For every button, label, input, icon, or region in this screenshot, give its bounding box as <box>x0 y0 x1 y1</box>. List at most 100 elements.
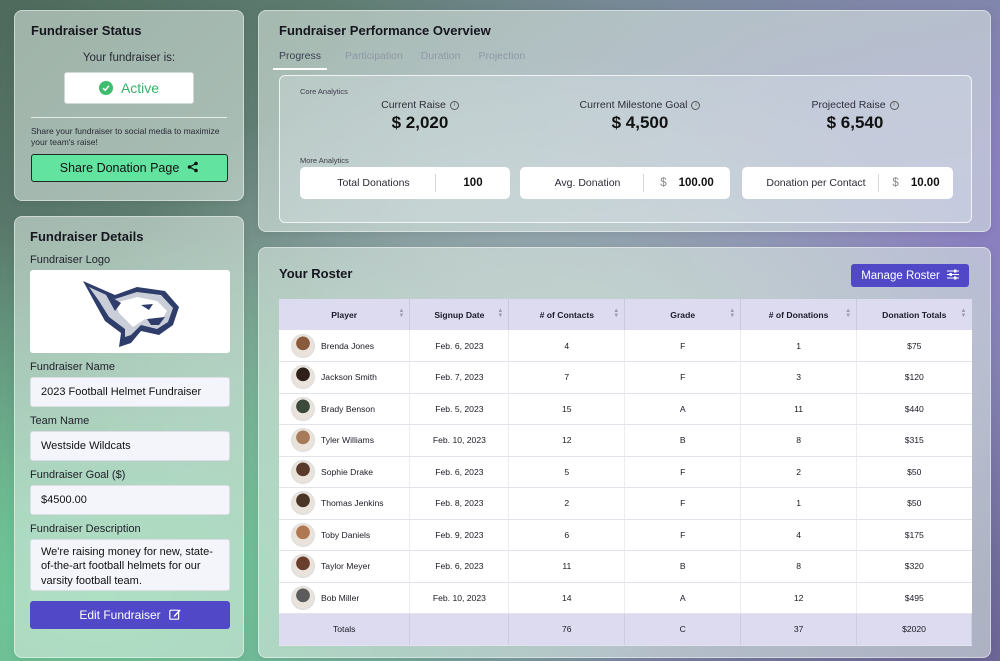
total-donations-box: Total Donations 100 <box>300 167 510 199</box>
fundraiser-logo[interactable] <box>30 270 230 353</box>
status-indicator: Active <box>64 72 194 104</box>
donations-cell: 8 <box>740 550 858 583</box>
sort-icon: ▲ ▼ <box>960 308 967 319</box>
grade-cell: F <box>624 456 742 488</box>
grade-cell: B <box>624 424 742 457</box>
table-row[interactable]: Taylor Meyer Feb. 6, 2023 11 B 8 $320 <box>279 550 972 583</box>
manage-roster-button[interactable]: Manage Roster <box>851 264 969 287</box>
core-analytics-label: Core Analytics <box>300 87 348 96</box>
contacts-cell: 4 <box>508 330 626 362</box>
contacts-cell: 14 <box>508 582 626 614</box>
fundraiser-goal-field[interactable]: $4500.00 <box>30 485 230 515</box>
table-row[interactable]: Brenda Jones Feb. 6, 2023 4 F 1 $75 <box>279 330 972 362</box>
fundraiser-description-field[interactable]: We're raising money for new, state-of-th… <box>30 539 230 591</box>
mini-value: $ 100.00 <box>644 177 730 189</box>
info-icon[interactable]: i <box>691 100 701 110</box>
mini-label: Donation per Contact <box>766 177 866 189</box>
signup-date-cell: Feb. 10, 2023 <box>409 582 510 614</box>
column-header-donation-totals[interactable]: Donation Totals ▲ ▼ <box>856 299 972 330</box>
contacts-cell: 12 <box>508 424 626 457</box>
donation-total-cell: $120 <box>856 361 972 394</box>
signup-date-cell: Feb. 8, 2023 <box>409 487 510 520</box>
table-row[interactable]: Bob Miller Feb. 10, 2023 14 A 12 $495 <box>279 582 972 614</box>
status-card-title: Fundraiser Status <box>31 23 142 38</box>
currency-symbol: $ <box>892 177 899 189</box>
mini-value-number: 100.00 <box>678 177 714 189</box>
donations-cell: 1 <box>740 487 858 520</box>
table-row[interactable]: Thomas Jenkins Feb. 8, 2023 2 F 1 $50 <box>279 487 972 520</box>
status-value: Active <box>120 80 160 96</box>
avatar <box>291 459 315 484</box>
donation-total-cell: $175 <box>856 519 972 551</box>
totals-date-cell <box>409 613 510 646</box>
name-label: Fundraiser Name <box>30 361 115 373</box>
share-donation-page-button[interactable]: Share Donation Page <box>31 154 228 183</box>
avatar <box>291 428 315 453</box>
goal-label: Fundraiser Goal ($) <box>30 469 126 481</box>
table-row[interactable]: Sophie Drake Feb. 6, 2023 5 F 2 $50 <box>279 456 972 488</box>
totals-amount-cell: $2020 <box>856 613 972 646</box>
sort-icon: ▲ ▼ <box>613 308 620 319</box>
player-cell: Brenda Jones <box>279 330 411 362</box>
roster-card: Your Roster Manage Roster Player ▲ ▼ Signu… <box>258 247 991 658</box>
column-header-contacts[interactable]: # of Contacts ▲ ▼ <box>508 299 626 330</box>
donations-cell: 3 <box>740 361 858 394</box>
performance-overview-card: Fundraiser Performance Overview Progress… <box>258 10 991 232</box>
player-cell: Jackson Smith <box>279 361 411 394</box>
team-name-field[interactable]: Westside Wildcats <box>30 431 230 461</box>
column-header-signup-date[interactable]: Signup Date ▲ ▼ <box>409 299 510 330</box>
sort-icon: ▲ ▼ <box>845 308 852 319</box>
player-cell: Taylor Meyer <box>279 550 411 583</box>
roster-title: Your Roster <box>279 266 353 281</box>
player-name: Taylor Meyer <box>321 561 371 572</box>
roster-table: Player ▲ ▼ Signup Date ▲ ▼ # of Contacts ▲ ▼ G… <box>279 299 972 646</box>
sort-icon: ▲ ▼ <box>497 308 504 319</box>
share-caption: Share your fundraiser to social media to… <box>31 126 220 148</box>
metric-label: Current Milestone Goal <box>579 99 688 111</box>
player-cell: Sophie Drake <box>279 456 411 488</box>
donation-total-cell: $315 <box>856 424 972 457</box>
signup-date-cell: Feb. 9, 2023 <box>409 519 510 551</box>
tab-duration[interactable]: Duration <box>420 50 461 62</box>
column-header-player[interactable]: Player ▲ ▼ <box>279 299 411 330</box>
table-row[interactable]: Tyler Williams Feb. 10, 2023 12 B 8 $315 <box>279 424 972 457</box>
player-cell: Brady Benson <box>279 393 411 425</box>
details-card-title: Fundraiser Details <box>30 229 144 244</box>
grade-cell: F <box>624 519 742 551</box>
wildcat-logo-icon <box>83 280 179 347</box>
tab-projection[interactable]: Projection <box>478 50 526 62</box>
avatar <box>291 554 315 579</box>
player-cell: Tyler Williams <box>279 424 411 457</box>
signup-date-cell: Feb. 6, 2023 <box>409 550 510 583</box>
player-name: Jackson Smith <box>321 372 377 383</box>
player-name: Brady Benson <box>321 403 375 414</box>
mini-value: 100 <box>436 177 510 189</box>
fundraiser-name-field[interactable]: 2023 Football Helmet Fundraiser <box>30 377 230 407</box>
divider <box>31 117 227 118</box>
donation-total-cell: $50 <box>856 487 972 520</box>
player-cell: Bob Miller <box>279 582 411 614</box>
analytics-panel: Core Analytics Current Raise i $ 2,020 Cu… <box>279 75 972 223</box>
column-header-grade[interactable]: Grade ▲ ▼ <box>624 299 742 330</box>
mini-value: $ 10.00 <box>879 177 953 189</box>
player-name: Tyler Williams <box>321 435 374 446</box>
tab-progress[interactable]: Progress <box>273 48 328 70</box>
metric-current-raise: Current Raise i $ 2,020 <box>350 99 490 133</box>
table-row[interactable]: Toby Daniels Feb. 9, 2023 6 F 4 $175 <box>279 519 972 551</box>
metric-milestone-goal: Current Milestone Goal i $ 4,500 <box>550 99 730 133</box>
edit-fundraiser-button[interactable]: Edit Fundraiser <box>30 601 230 629</box>
metric-value: $ 2,020 <box>391 113 449 132</box>
donation-total-cell: $495 <box>856 582 972 614</box>
contacts-cell: 11 <box>508 550 626 583</box>
player-cell: Thomas Jenkins <box>279 487 411 520</box>
tab-participation[interactable]: Participation <box>345 50 403 62</box>
table-row[interactable]: Jackson Smith Feb. 7, 2023 7 F 3 $120 <box>279 361 972 394</box>
info-icon[interactable]: i <box>889 100 899 110</box>
column-header-donations[interactable]: # of Donations ▲ ▼ <box>740 299 858 330</box>
edit-icon <box>168 608 181 623</box>
info-icon[interactable]: i <box>449 100 459 110</box>
check-circle-icon <box>98 81 113 95</box>
player-name: Brenda Jones <box>321 340 375 351</box>
table-row[interactable]: Brady Benson Feb. 5, 2023 15 A 11 $440 <box>279 393 972 425</box>
totals-label-cell: Totals <box>279 613 411 646</box>
